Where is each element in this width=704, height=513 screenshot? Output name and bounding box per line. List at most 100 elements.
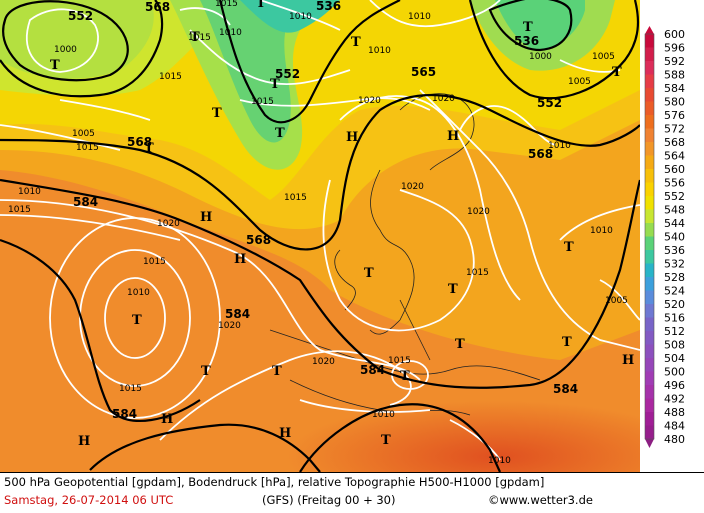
footer-model: (GFS) (Freitag 00 + 30) [262, 493, 396, 507]
geo-label: 568 [246, 233, 271, 247]
legend-value: 536 [664, 244, 685, 257]
high-center: H [78, 434, 90, 449]
geo-label: 584 [225, 307, 250, 321]
legend-labels: 6005965925885845805765725685645605565525… [664, 28, 685, 446]
legend-value: 544 [664, 217, 685, 230]
isobar-label: 1015 [119, 384, 142, 394]
legend-value: 584 [664, 82, 685, 95]
legend-swatch [645, 142, 654, 156]
isobar-label: 1020 [432, 94, 455, 104]
geopotential-lines [0, 0, 640, 472]
isobar-label: 1015 [251, 97, 274, 107]
legend-value: 512 [664, 325, 685, 338]
legend-value: 528 [664, 271, 685, 284]
pressure-centers: T T T T T T T T T T T T T T T T T T T T … [50, 0, 634, 449]
geo-label: 584 [73, 195, 98, 209]
isobar-label: 1020 [157, 219, 180, 229]
legend-swatch [645, 182, 654, 197]
isobar-label: 1010 [548, 141, 571, 151]
legend-value: 524 [664, 285, 685, 298]
high-center: H [279, 426, 291, 441]
low-center: T [50, 58, 60, 73]
legend-swatch [645, 61, 654, 75]
footer-info-row: Samstag, 26-07-2014 06 UTC (GFS) (Freita… [4, 493, 593, 507]
geo-label: 552 [68, 9, 93, 23]
footer: 500 hPa Geopotential [gpdam], Bodendruck… [0, 472, 704, 513]
legend-swatch [645, 128, 654, 143]
field-green-nw [0, 0, 154, 79]
legend-swatch [645, 425, 654, 440]
legend-value: 560 [664, 163, 685, 176]
isobar-label: 1005 [568, 77, 591, 87]
legend-swatch [645, 263, 654, 278]
low-center: T [400, 369, 410, 384]
color-legend: 6005965925885845805765725685645605565525… [640, 0, 704, 472]
legend-value: 576 [664, 109, 685, 122]
legend-swatch [645, 385, 654, 399]
legend-swatches [644, 26, 655, 448]
legend-value: 572 [664, 123, 685, 136]
legend-swatch [645, 371, 654, 386]
legend-outline [644, 33, 655, 440]
isobar-label: 1005 [605, 296, 628, 306]
isobar-label: 1010 [488, 456, 511, 466]
high-center: H [234, 252, 246, 267]
legend-swatch [645, 250, 654, 264]
low-center: T [455, 337, 465, 352]
legend-value: 596 [664, 42, 685, 55]
isobar-label: 1010 [590, 226, 613, 236]
legend-swatch [645, 331, 654, 345]
isobar-label: 1010 [368, 46, 391, 56]
legend-value: 480 [664, 433, 685, 446]
legend-value: 484 [664, 420, 685, 433]
low-center: T [448, 282, 458, 297]
legend-value: 492 [664, 393, 685, 406]
isobar-label: 1000 [54, 45, 77, 55]
isobar-label: 1015 [188, 33, 211, 43]
field-cyan-ne [495, 0, 585, 50]
isobar-label: 1015 [8, 205, 31, 215]
low-center: T [564, 240, 574, 255]
legend-swatch [645, 277, 654, 291]
isobar-label: 1010 [408, 12, 431, 22]
low-center: T [256, 0, 266, 11]
isobar-label: 1020 [312, 357, 335, 367]
legend-value: 556 [664, 177, 685, 190]
legend-value: 540 [664, 231, 685, 244]
isobar-label: 1015 [215, 0, 238, 9]
footer-description: 500 hPa Geopotential [gpdam], Bodendruck… [4, 475, 545, 489]
high-center: H [200, 210, 212, 225]
low-center: T [612, 65, 622, 80]
isobar-label: 1015 [388, 356, 411, 366]
isobar-label: 1015 [76, 143, 99, 153]
isobar-label: 1015 [143, 257, 166, 267]
geo-label: 552 [537, 96, 562, 110]
legend-value: 548 [664, 204, 685, 217]
isobar-label: 1020 [401, 182, 424, 192]
high-center: H [447, 129, 459, 144]
legend-value: 580 [664, 96, 685, 109]
legend-value: 588 [664, 69, 685, 82]
low-center: T [523, 20, 533, 35]
legend-value: 600 [664, 28, 685, 41]
legend-swatch [645, 101, 654, 116]
weather-map: 552 568 536 552 565 536 552 568 568 584 … [0, 0, 640, 472]
geo-label: 565 [411, 65, 436, 79]
legend-swatch [645, 344, 654, 359]
legend-value: 508 [664, 339, 685, 352]
legend-swatch [645, 209, 654, 224]
legend-swatch [645, 115, 654, 129]
footer-copyright[interactable]: ©www.wetter3.de [488, 493, 593, 507]
geo-label: 536 [316, 0, 341, 13]
legend-swatch [645, 155, 654, 170]
low-center: T [190, 30, 200, 45]
legend-arrow-down [645, 439, 654, 448]
legend-swatch [645, 412, 654, 426]
high-center: H [161, 412, 173, 427]
low-center: T [381, 433, 391, 448]
geo-label: 568 [127, 135, 152, 149]
legend-value: 516 [664, 312, 685, 325]
high-center: H [346, 130, 358, 145]
legend-value: 504 [664, 352, 685, 365]
low-center: T [364, 266, 374, 281]
